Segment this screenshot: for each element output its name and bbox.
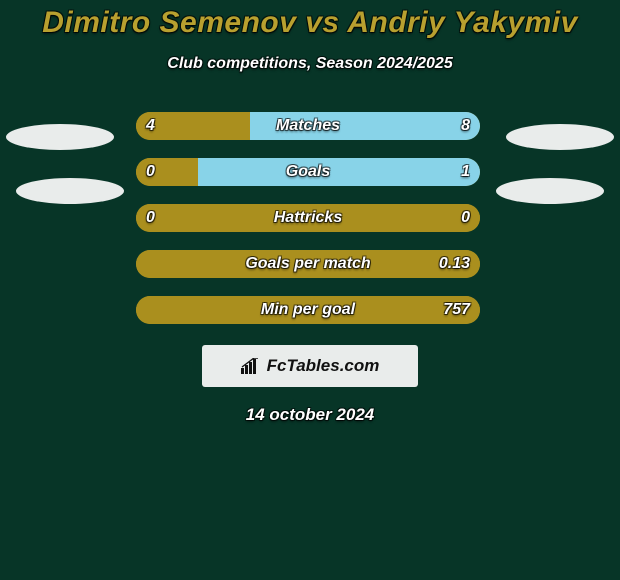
stat-value-right: 8	[461, 112, 470, 140]
date-text: 14 october 2024	[0, 405, 620, 425]
stat-label: Min per goal	[136, 296, 480, 324]
stat-rows: Matches48Goals01Hattricks00Goals per mat…	[0, 103, 620, 333]
stat-row: Goals0 1	[0, 149, 620, 195]
bar-chart-icon	[241, 358, 261, 374]
stat-value-right: 0	[461, 204, 470, 232]
stat-bar: Goals0 1	[136, 158, 480, 186]
stat-bar: Min per goal757	[136, 296, 480, 324]
stat-value-left: 0	[146, 204, 155, 232]
stat-row: Hattricks0 0	[0, 195, 620, 241]
stat-bar: Hattricks0 0	[136, 204, 480, 232]
stat-value-left: 0	[146, 158, 155, 186]
stat-label: Matches	[136, 112, 480, 140]
subtitle: Club competitions, Season 2024/2025	[0, 55, 620, 73]
stat-value-right: 0.13	[439, 250, 470, 278]
brand-text: FcTables.com	[267, 356, 380, 376]
stat-row: Goals per match0.13	[0, 241, 620, 287]
stat-value-right: 1	[461, 158, 470, 186]
stat-value-left: 4	[146, 112, 155, 140]
stat-bar: Matches4 8	[136, 112, 480, 140]
stat-row: Min per goal757	[0, 287, 620, 333]
stat-value-right: 757	[443, 296, 470, 324]
stat-label: Hattricks	[136, 204, 480, 232]
stat-label: Goals per match	[136, 250, 480, 278]
stat-label: Goals	[136, 158, 480, 186]
page-title: Dimitro Semenov vs Andriy Yakymiv	[0, 6, 620, 41]
stat-row: Matches4 8	[0, 103, 620, 149]
stat-bar: Goals per match0.13	[136, 250, 480, 278]
comparison-card: Dimitro Semenov vs Andriy Yakymiv Club c…	[0, 0, 620, 580]
brand-badge: FcTables.com	[202, 345, 418, 387]
